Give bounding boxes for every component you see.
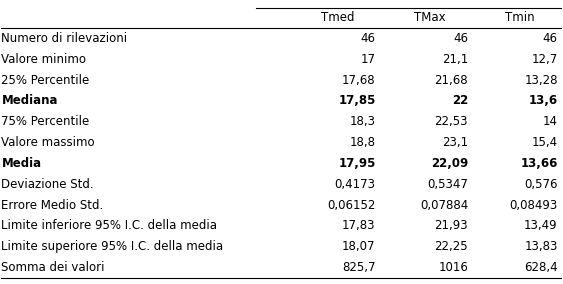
Text: 18,8: 18,8 bbox=[350, 136, 376, 149]
Text: 22: 22 bbox=[452, 95, 468, 107]
Text: Somma dei valori: Somma dei valori bbox=[1, 261, 105, 274]
Text: 0,576: 0,576 bbox=[524, 178, 558, 191]
Text: 14: 14 bbox=[543, 115, 558, 128]
Text: 13,6: 13,6 bbox=[529, 95, 558, 107]
Text: Tmin: Tmin bbox=[505, 11, 534, 24]
Text: 15,4: 15,4 bbox=[531, 136, 558, 149]
Text: 46: 46 bbox=[543, 32, 558, 45]
Text: Numero di rilevazioni: Numero di rilevazioni bbox=[1, 32, 127, 45]
Text: 46: 46 bbox=[361, 32, 376, 45]
Text: 825,7: 825,7 bbox=[342, 261, 376, 274]
Text: Tmed: Tmed bbox=[321, 11, 354, 24]
Text: Deviazione Std.: Deviazione Std. bbox=[1, 178, 94, 191]
Text: 0,08493: 0,08493 bbox=[510, 199, 558, 212]
Text: 17,85: 17,85 bbox=[338, 95, 376, 107]
Text: 17,95: 17,95 bbox=[338, 157, 376, 170]
Text: 628,4: 628,4 bbox=[524, 261, 558, 274]
Text: 17,83: 17,83 bbox=[342, 219, 376, 232]
Text: 75% Percentile: 75% Percentile bbox=[1, 115, 90, 128]
Text: 25% Percentile: 25% Percentile bbox=[1, 74, 90, 87]
Text: 21,68: 21,68 bbox=[435, 74, 468, 87]
Text: 0,07884: 0,07884 bbox=[420, 199, 468, 212]
Text: 18,3: 18,3 bbox=[350, 115, 376, 128]
Text: 23,1: 23,1 bbox=[442, 136, 468, 149]
Text: 0,06152: 0,06152 bbox=[327, 199, 376, 212]
Text: Valore minimo: Valore minimo bbox=[1, 53, 86, 66]
Text: 13,66: 13,66 bbox=[520, 157, 558, 170]
Text: 46: 46 bbox=[453, 32, 468, 45]
Text: 1016: 1016 bbox=[438, 261, 468, 274]
Text: 13,49: 13,49 bbox=[524, 219, 558, 232]
Text: 0,5347: 0,5347 bbox=[427, 178, 468, 191]
Text: Limite superiore 95% I.C. della media: Limite superiore 95% I.C. della media bbox=[1, 240, 224, 253]
Text: 0,4173: 0,4173 bbox=[334, 178, 376, 191]
Text: 17,68: 17,68 bbox=[342, 74, 376, 87]
Text: Limite inferiore 95% I.C. della media: Limite inferiore 95% I.C. della media bbox=[1, 219, 217, 232]
Text: 22,53: 22,53 bbox=[435, 115, 468, 128]
Text: 17: 17 bbox=[361, 53, 376, 66]
Text: Mediana: Mediana bbox=[1, 95, 58, 107]
Text: 21,1: 21,1 bbox=[442, 53, 468, 66]
Text: 13,83: 13,83 bbox=[524, 240, 558, 253]
Text: 21,93: 21,93 bbox=[435, 219, 468, 232]
Text: 22,25: 22,25 bbox=[435, 240, 468, 253]
Text: Errore Medio Std.: Errore Medio Std. bbox=[1, 199, 104, 212]
Text: 12,7: 12,7 bbox=[531, 53, 558, 66]
Text: Valore massimo: Valore massimo bbox=[1, 136, 95, 149]
Text: 18,07: 18,07 bbox=[342, 240, 376, 253]
Text: Media: Media bbox=[1, 157, 42, 170]
Text: 13,28: 13,28 bbox=[524, 74, 558, 87]
Text: TMax: TMax bbox=[414, 11, 446, 24]
Text: 22,09: 22,09 bbox=[431, 157, 468, 170]
